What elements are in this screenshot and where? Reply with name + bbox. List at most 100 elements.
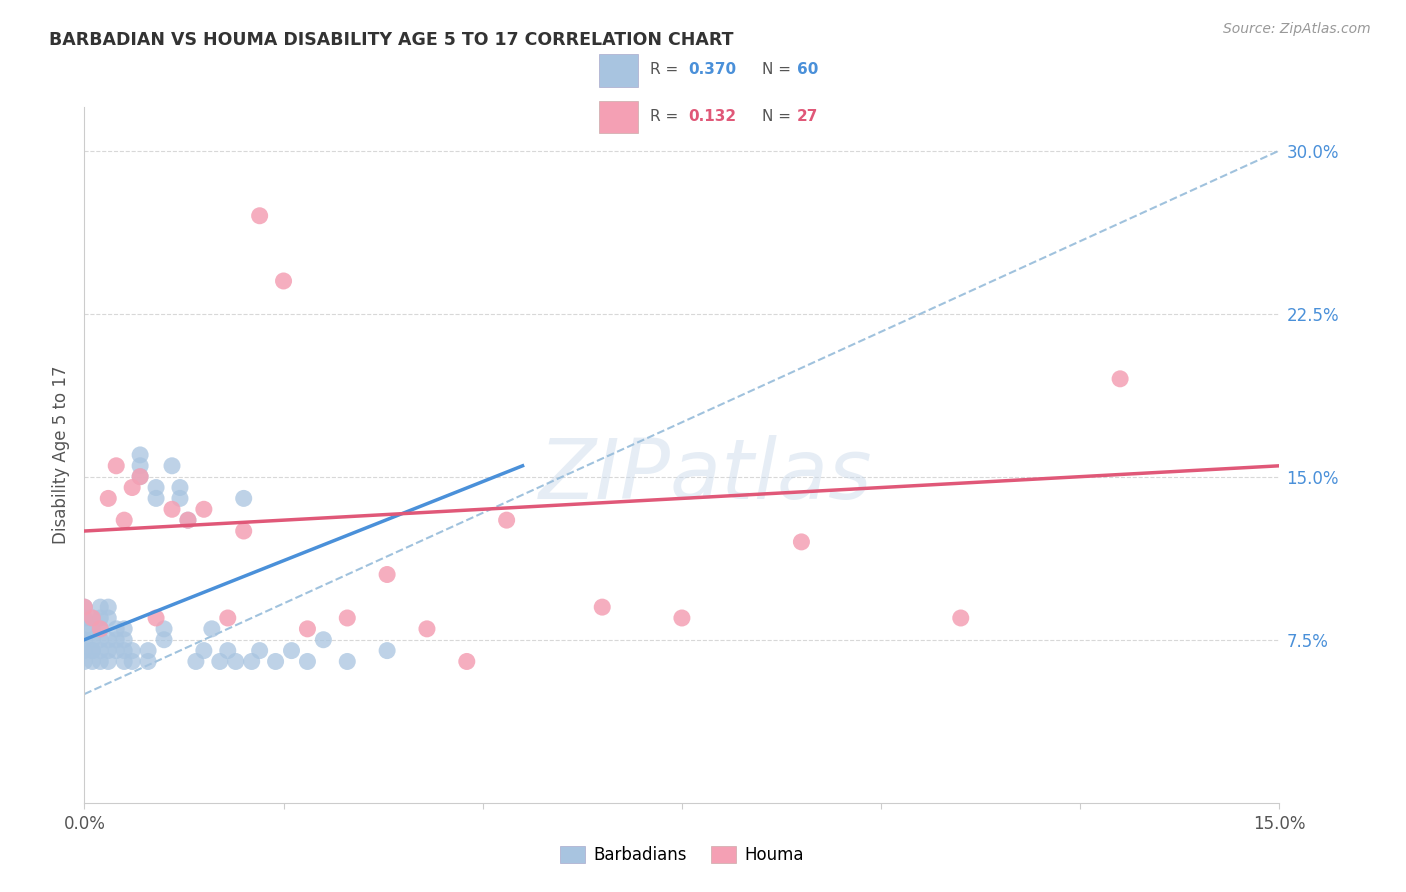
Point [280,643,302,657]
Point [73,600,96,615]
Text: N =: N = [762,62,796,77]
Point [177,513,200,527]
Point [297,655,319,669]
Point [129,448,152,462]
Point [240,655,263,669]
Point [73,655,96,669]
Point [121,643,143,657]
Text: 60: 60 [797,62,818,77]
Point [73,643,96,657]
Point [112,655,135,669]
Point [312,632,335,647]
Text: R =: R = [650,109,683,124]
Point [73,611,96,625]
Point [169,491,191,506]
Point [225,655,247,669]
Point [201,622,224,636]
Point [89,643,111,657]
Point [375,567,398,582]
Point [153,632,176,647]
Point [336,611,359,625]
Point [82,611,104,625]
Point [160,502,183,516]
Point [160,458,183,473]
Point [790,535,813,549]
Point [105,622,128,636]
Legend: Barbadians, Houma: Barbadians, Houma [553,839,811,871]
Point [232,491,254,506]
Point [105,632,128,647]
Point [89,611,111,625]
Point [416,622,439,636]
Point [193,502,215,516]
Point [73,600,96,615]
Point [273,274,295,288]
Point [89,622,111,636]
Point [249,209,271,223]
Point [297,622,319,636]
Text: BARBADIAN VS HOUMA DISABILITY AGE 5 TO 17 CORRELATION CHART: BARBADIAN VS HOUMA DISABILITY AGE 5 TO 1… [49,31,734,49]
Point [177,513,200,527]
Point [591,600,613,615]
Point [184,655,207,669]
Point [217,611,239,625]
FancyBboxPatch shape [599,101,638,133]
Point [82,643,104,657]
Point [129,458,152,473]
Point [82,655,104,669]
Point [97,643,120,657]
Point [232,524,254,538]
Point [129,469,152,483]
Point [249,643,271,657]
Point [153,622,176,636]
Point [89,622,111,636]
Point [949,611,972,625]
Point [82,643,104,657]
Point [145,481,167,495]
Point [129,469,152,483]
Point [121,481,143,495]
Point [169,481,191,495]
Point [97,632,120,647]
Point [97,611,120,625]
Point [136,643,159,657]
Point [112,632,135,647]
Text: R =: R = [650,62,683,77]
Point [217,643,239,657]
Point [97,655,120,669]
Point [336,655,359,669]
Point [145,491,167,506]
Point [112,513,135,527]
Point [208,655,231,669]
Text: 0.370: 0.370 [688,62,737,77]
Point [105,643,128,657]
Text: Source: ZipAtlas.com: Source: ZipAtlas.com [1223,22,1371,37]
Point [97,491,120,506]
FancyBboxPatch shape [599,54,638,87]
Point [89,655,111,669]
Point [145,611,167,625]
Point [121,655,143,669]
Point [97,600,120,615]
Point [89,600,111,615]
Text: 27: 27 [797,109,818,124]
Point [495,513,517,527]
Point [1109,372,1132,386]
Point [73,622,96,636]
Point [671,611,693,625]
Point [264,655,287,669]
Point [112,622,135,636]
Point [105,458,128,473]
Point [82,611,104,625]
Point [375,643,398,657]
Point [193,643,215,657]
Point [456,655,478,669]
Text: N =: N = [762,109,796,124]
Point [73,632,96,647]
Text: ZIPatlas: ZIPatlas [538,435,873,516]
Y-axis label: Disability Age 5 to 17: Disability Age 5 to 17 [52,366,70,544]
Text: 0.132: 0.132 [688,109,737,124]
Point [82,622,104,636]
Point [112,643,135,657]
Point [82,632,104,647]
